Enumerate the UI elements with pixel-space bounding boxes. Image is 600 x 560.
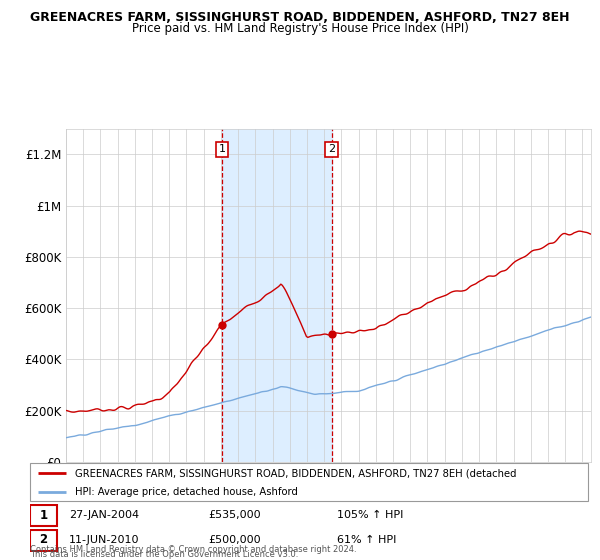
Bar <box>222 129 332 462</box>
Text: 27-JAN-2004: 27-JAN-2004 <box>69 510 139 520</box>
Text: 61% ↑ HPI: 61% ↑ HPI <box>337 535 396 545</box>
Text: Price paid vs. HM Land Registry's House Price Index (HPI): Price paid vs. HM Land Registry's House … <box>131 22 469 35</box>
FancyBboxPatch shape <box>30 530 57 551</box>
Text: This data is licensed under the Open Government Licence v3.0.: This data is licensed under the Open Gov… <box>30 550 298 559</box>
Text: GREENACRES FARM, SISSINGHURST ROAD, BIDDENDEN, ASHFORD, TN27 8EH (detached: GREENACRES FARM, SISSINGHURST ROAD, BIDD… <box>74 468 516 478</box>
Text: 2: 2 <box>40 534 47 547</box>
Text: GREENACRES FARM, SISSINGHURST ROAD, BIDDENDEN, ASHFORD, TN27 8EH: GREENACRES FARM, SISSINGHURST ROAD, BIDD… <box>30 11 570 24</box>
Text: 11-JUN-2010: 11-JUN-2010 <box>69 535 140 545</box>
FancyBboxPatch shape <box>30 463 588 501</box>
Text: 2: 2 <box>328 144 335 155</box>
Text: 105% ↑ HPI: 105% ↑ HPI <box>337 510 403 520</box>
FancyBboxPatch shape <box>30 505 57 526</box>
Text: HPI: Average price, detached house, Ashford: HPI: Average price, detached house, Ashf… <box>74 487 298 497</box>
Text: £500,000: £500,000 <box>209 535 261 545</box>
Text: 1: 1 <box>40 509 47 522</box>
Text: 1: 1 <box>218 144 226 155</box>
Text: Contains HM Land Registry data © Crown copyright and database right 2024.: Contains HM Land Registry data © Crown c… <box>30 545 356 554</box>
Text: £535,000: £535,000 <box>209 510 261 520</box>
